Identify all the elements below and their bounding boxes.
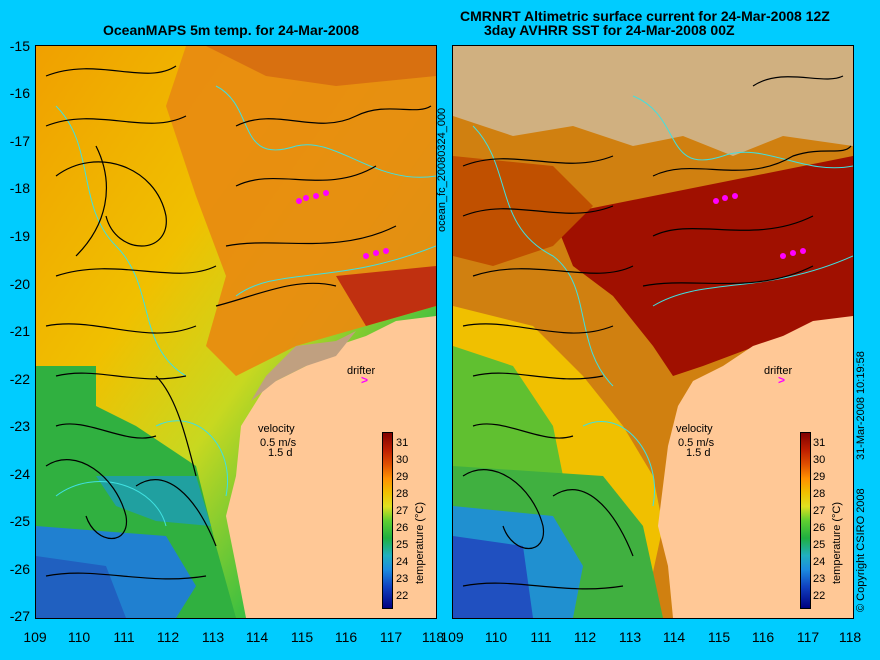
cbar-tick: 26 [396,522,409,534]
right-colorbar [800,432,811,609]
cbar-tick: 24 [813,556,826,568]
lat-tick: -21 [9,323,30,339]
copyright-label: © Copyright CSIRO 2008 [855,488,867,612]
cbar-tick: 23 [396,573,409,585]
cbar-tick: 27 [813,505,826,517]
right-panel-title-line2: 3day AVHRR SST for 24-Mar-2008 00Z [484,22,735,38]
lon-tick: 111 [530,629,552,645]
lon-tick: 111 [113,629,135,645]
lon-tick: 112 [573,629,597,645]
lat-tick: -25 [9,513,30,529]
left-map-panel [35,45,437,619]
lat-tick: -16 [9,85,30,101]
cbar-tick: 29 [813,471,826,483]
lon-tick: 115 [290,629,314,645]
drifter-label: drifter [347,365,376,377]
drifter-marker-icon: > [361,373,369,387]
velocity-label: velocity [258,423,295,435]
cbar-tick: 25 [813,539,826,551]
cbar-tick: 28 [813,488,826,500]
drifter-marker-icon: > [778,373,786,387]
forecast-id-label: ocean_fc_20080324_000 [436,107,448,232]
cbar-tick: 30 [813,454,826,466]
lon-tick: 116 [751,629,775,645]
timestamp-label: 31-Mar-2008 10:19:58 [855,351,867,460]
lat-tick: -22 [9,371,30,387]
lon-tick: 114 [662,629,686,645]
lon-tick: 110 [67,629,91,645]
velocity-scale-label: 0.5 m/s [260,437,297,449]
lat-tick: -26 [9,561,30,577]
lon-tick: 113 [618,629,642,645]
lon-tick: 116 [334,629,358,645]
lon-tick: 113 [201,629,225,645]
cbar-tick: 22 [813,590,826,602]
lon-tick: 115 [707,629,731,645]
lat-tick: -27 [9,608,30,624]
velocity-days-label: 1.5 d [686,447,711,459]
cbar-tick: 23 [813,573,826,585]
cbar-tick: 29 [396,471,409,483]
velocity-label: velocity [676,423,713,435]
lon-tick: 117 [379,629,403,645]
cbar-tick: 22 [396,590,409,602]
right-map-panel [452,45,854,619]
cbar-tick: 31 [813,437,826,449]
left-colorbar [382,432,393,609]
lon-tick: 117 [796,629,820,645]
left-colorbar-title: temperature (°C) [414,501,426,584]
cbar-tick: 25 [396,539,409,551]
lat-tick: -20 [9,276,30,292]
cbar-tick: 31 [396,437,409,449]
lon-tick: 109 [440,629,464,645]
left-map-image [36,46,436,618]
lat-tick: -15 [9,38,30,54]
lat-tick: -19 [9,228,30,244]
lon-tick: 118 [838,629,862,645]
lon-tick: 118 [421,629,445,645]
cbar-tick: 30 [396,454,409,466]
drifter-label: drifter [764,365,793,377]
lat-tick: -23 [9,418,30,434]
lon-tick: 109 [23,629,47,645]
lat-tick: -24 [9,466,30,482]
lon-tick: 110 [484,629,508,645]
cbar-tick: 24 [396,556,409,568]
cbar-tick: 28 [396,488,409,500]
right-map-image [453,46,853,618]
lat-tick: -18 [9,180,30,196]
left-panel-title: OceanMAPS 5m temp. for 24-Mar-2008 [103,22,359,38]
velocity-days-label: 1.5 d [268,447,293,459]
lat-tick: -17 [9,133,30,149]
cbar-tick: 26 [813,522,826,534]
cbar-tick: 27 [396,505,409,517]
lon-tick: 114 [245,629,269,645]
velocity-scale-label: 0.5 m/s [678,437,715,449]
right-colorbar-title: temperature (°C) [831,501,843,584]
lon-tick: 112 [156,629,180,645]
right-panel-title-line1: CMRNRT Altimetric surface current for 24… [460,8,830,24]
